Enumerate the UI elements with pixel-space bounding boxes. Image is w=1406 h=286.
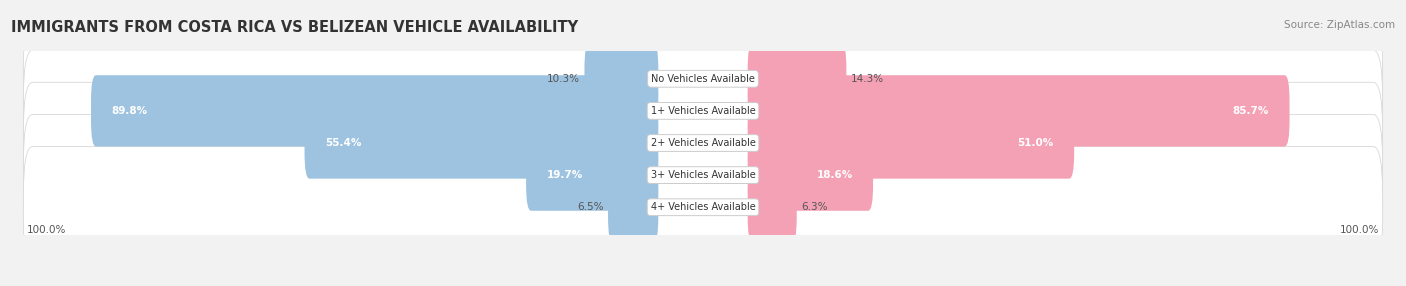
Text: 100.0%: 100.0% xyxy=(1340,225,1379,235)
Text: 89.8%: 89.8% xyxy=(111,106,148,116)
Text: 51.0%: 51.0% xyxy=(1018,138,1053,148)
FancyBboxPatch shape xyxy=(748,43,846,114)
FancyBboxPatch shape xyxy=(607,172,658,243)
Text: 6.3%: 6.3% xyxy=(801,202,828,212)
FancyBboxPatch shape xyxy=(305,107,658,179)
FancyBboxPatch shape xyxy=(24,82,1382,204)
FancyBboxPatch shape xyxy=(24,50,1382,172)
Text: 6.5%: 6.5% xyxy=(578,202,603,212)
Text: 2+ Vehicles Available: 2+ Vehicles Available xyxy=(651,138,755,148)
Text: 14.3%: 14.3% xyxy=(851,74,884,84)
FancyBboxPatch shape xyxy=(585,43,658,114)
FancyBboxPatch shape xyxy=(24,146,1382,268)
FancyBboxPatch shape xyxy=(748,107,1074,179)
Text: No Vehicles Available: No Vehicles Available xyxy=(651,74,755,84)
Text: 100.0%: 100.0% xyxy=(27,225,66,235)
Text: 10.3%: 10.3% xyxy=(547,74,581,84)
Text: 3+ Vehicles Available: 3+ Vehicles Available xyxy=(651,170,755,180)
Text: 1+ Vehicles Available: 1+ Vehicles Available xyxy=(651,106,755,116)
FancyBboxPatch shape xyxy=(748,140,873,211)
Text: Source: ZipAtlas.com: Source: ZipAtlas.com xyxy=(1284,20,1395,30)
Text: 18.6%: 18.6% xyxy=(817,170,852,180)
Text: 19.7%: 19.7% xyxy=(547,170,583,180)
FancyBboxPatch shape xyxy=(24,18,1382,140)
FancyBboxPatch shape xyxy=(24,114,1382,236)
FancyBboxPatch shape xyxy=(748,75,1289,146)
Text: 85.7%: 85.7% xyxy=(1233,106,1270,116)
FancyBboxPatch shape xyxy=(91,75,658,146)
Text: 55.4%: 55.4% xyxy=(325,138,361,148)
Text: IMMIGRANTS FROM COSTA RICA VS BELIZEAN VEHICLE AVAILABILITY: IMMIGRANTS FROM COSTA RICA VS BELIZEAN V… xyxy=(11,20,578,35)
FancyBboxPatch shape xyxy=(526,140,658,211)
FancyBboxPatch shape xyxy=(748,172,797,243)
Text: 4+ Vehicles Available: 4+ Vehicles Available xyxy=(651,202,755,212)
